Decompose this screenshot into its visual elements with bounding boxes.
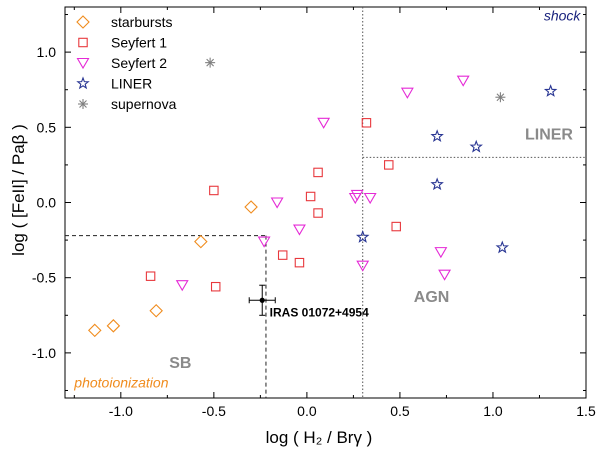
asterisk-stroke (79, 100, 87, 108)
y-tick-label: 0.0 (37, 195, 57, 211)
seyfert-2-point (350, 189, 364, 202)
x-tick-label: -0.5 (202, 403, 226, 419)
seyfert-1-point (361, 118, 372, 128)
seyfert-1-point (145, 271, 156, 281)
starbursts-point (194, 234, 208, 249)
starbursts-point (244, 200, 258, 214)
region-dividers (65, 7, 586, 398)
seyfert-1-point (210, 281, 221, 292)
seyfert-2-point (438, 269, 452, 281)
seyfert-2-point (292, 224, 306, 236)
starbursts-point (106, 319, 121, 333)
axis-ticks: -1.0 -0.5 0.0 0.5 1.0 1.5 1.0 0.5 0.0 -0.5 -1.0 (32, 7, 596, 419)
y-tick-label: 0.5 (37, 119, 57, 135)
liner-label: LINER (525, 126, 573, 143)
seyfert-2-point (348, 192, 362, 205)
liner-point (469, 139, 483, 153)
liner-point (355, 230, 370, 243)
supernova-point (205, 57, 216, 68)
starbursts-point (87, 323, 102, 338)
seyfert-1-point (313, 167, 323, 178)
seyfert-2-point (257, 236, 271, 248)
seyfert-1-point (384, 160, 394, 170)
x-tick-label: 0.0 (297, 403, 317, 419)
x-axis-title: log ( H₂ / Brγ ) (266, 428, 373, 447)
y-axis-title: log ( [FeII] / Paβ ) (9, 124, 28, 256)
legend-supernova-label: supernova (111, 96, 177, 112)
supernova-point (495, 92, 506, 103)
seyfert-2-point (400, 87, 414, 99)
asterisk-stroke (496, 93, 505, 102)
liner-point (543, 84, 558, 97)
y-tick-label: -1.0 (32, 345, 56, 361)
starbursts-point (149, 303, 163, 318)
legend-supernova-marker (78, 99, 88, 109)
iras-point (259, 297, 265, 303)
seyfert-2-point (434, 247, 448, 259)
liner-point (430, 129, 444, 143)
legend-starbursts-label: starbursts (111, 14, 172, 30)
legend-seyfert-2-label: Seyfert 2 (111, 55, 167, 71)
liner-point (430, 177, 444, 191)
legend-seyfert-1-label: Seyfert 1 (111, 35, 167, 51)
x-tick-label: 1.5 (576, 403, 596, 419)
legend-seyfert-2-marker (76, 57, 90, 70)
iras-label: IRAS 01072+4954 (270, 305, 369, 319)
liner-point (495, 240, 509, 254)
legend-seyfert-1-marker (78, 37, 88, 48)
seyfert-1-point (313, 208, 323, 218)
y-tick-label: -0.5 (32, 270, 56, 286)
legend: starbursts Seyfert 1 Seyfert 2 LINER superno… (76, 14, 177, 112)
seyfert-2-point (317, 117, 331, 129)
agn-label: AGN (414, 289, 450, 306)
legend-liner-marker (76, 76, 90, 90)
x-tick-label: 1.0 (483, 403, 503, 419)
sb-label: SB (169, 355, 191, 372)
data-points (87, 57, 558, 338)
seyfert-2-point (270, 197, 284, 209)
y-tick-label: 1.0 (37, 44, 57, 60)
seyfert-2-point (175, 280, 189, 292)
legend-liner-label: LINER (111, 76, 152, 92)
photoionization-label: photoionization (73, 374, 168, 390)
seyfert-1-point (209, 185, 219, 196)
asterisk-stroke (206, 58, 215, 67)
seyfert-1-point (294, 257, 305, 268)
seyfert-1-point (391, 221, 401, 232)
x-tick-label: 0.5 (390, 403, 410, 419)
shock-label: shock (544, 8, 582, 24)
seyfert-1-point (277, 250, 288, 260)
x-tick-label: -1.0 (109, 403, 133, 419)
seyfert-2-point (356, 260, 370, 272)
seyfert-2-point (363, 192, 377, 205)
legend-starbursts-marker (76, 15, 90, 29)
seyfert-1-point (305, 191, 316, 202)
seyfert-2-point (456, 75, 470, 87)
highlight-point: IRAS 01072+4954 (248, 284, 369, 319)
